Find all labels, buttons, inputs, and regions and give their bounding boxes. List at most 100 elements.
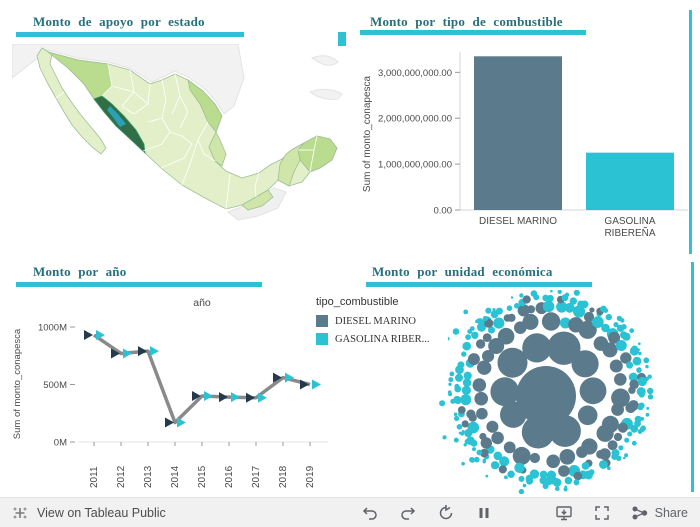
bubble[interactable] bbox=[559, 449, 576, 465]
bubble[interactable] bbox=[647, 387, 654, 395]
bubble[interactable] bbox=[454, 383, 460, 389]
bubble[interactable] bbox=[448, 377, 454, 383]
bubble[interactable] bbox=[493, 451, 503, 461]
bubble[interactable] bbox=[630, 424, 639, 433]
bubble[interactable] bbox=[580, 300, 589, 309]
bubble[interactable] bbox=[458, 431, 462, 435]
bar-gasolina-ribereña[interactable] bbox=[586, 152, 674, 210]
bubble[interactable] bbox=[611, 388, 630, 408]
bubble[interactable] bbox=[637, 342, 641, 346]
bubble[interactable] bbox=[454, 415, 460, 421]
year-line-chart[interactable]: año Sum of monto_conapesca 0M 500M 1000M 2011… bbox=[8, 292, 352, 492]
bubble[interactable] bbox=[646, 406, 650, 410]
marker-gasolina[interactable] bbox=[150, 346, 159, 357]
bubble[interactable] bbox=[549, 415, 581, 447]
selected-state-highlight[interactable] bbox=[107, 106, 126, 127]
bubble[interactable] bbox=[503, 441, 516, 454]
bubble[interactable] bbox=[525, 474, 533, 483]
state-baja-california[interactable] bbox=[36, 47, 107, 155]
unit-bubble-chart[interactable] bbox=[358, 290, 696, 494]
marker-diesel[interactable] bbox=[84, 330, 93, 341]
bubble[interactable] bbox=[647, 394, 654, 400]
bubble[interactable] bbox=[643, 357, 650, 364]
fullscreen-icon[interactable] bbox=[593, 504, 611, 522]
bubble[interactable] bbox=[645, 364, 649, 369]
bubble[interactable] bbox=[626, 361, 634, 369]
bubble[interactable] bbox=[608, 331, 621, 344]
bubble[interactable] bbox=[613, 322, 619, 328]
redo-icon[interactable] bbox=[399, 504, 417, 522]
bubble[interactable] bbox=[442, 435, 447, 440]
bubble[interactable] bbox=[616, 315, 623, 322]
bubble[interactable] bbox=[484, 318, 494, 328]
bubble[interactable] bbox=[616, 455, 622, 461]
marker-diesel[interactable] bbox=[138, 346, 147, 357]
bubble[interactable] bbox=[522, 313, 539, 330]
bubble[interactable] bbox=[474, 456, 480, 463]
bubble[interactable] bbox=[472, 378, 487, 392]
state-veracruz[interactable] bbox=[208, 131, 227, 167]
state-campeche[interactable] bbox=[277, 142, 305, 187]
bubble[interactable] bbox=[539, 470, 548, 479]
bubble[interactable] bbox=[629, 346, 639, 356]
bubble[interactable] bbox=[464, 429, 473, 438]
bubble[interactable] bbox=[640, 417, 645, 421]
bubble[interactable] bbox=[521, 415, 555, 449]
bubble[interactable] bbox=[526, 305, 536, 314]
bubble[interactable] bbox=[514, 462, 525, 473]
bubble[interactable] bbox=[500, 401, 527, 428]
bubble[interactable] bbox=[564, 292, 570, 297]
bubble[interactable] bbox=[493, 317, 505, 329]
bubble[interactable] bbox=[495, 307, 503, 315]
bubble[interactable] bbox=[576, 446, 588, 458]
bubble[interactable] bbox=[557, 290, 562, 294]
marker-diesel[interactable] bbox=[300, 379, 309, 390]
bubble[interactable] bbox=[456, 424, 463, 430]
bubble[interactable] bbox=[529, 452, 540, 464]
bubble[interactable] bbox=[564, 485, 568, 489]
marker-diesel[interactable] bbox=[246, 392, 255, 403]
bubble[interactable] bbox=[620, 352, 632, 364]
bubble[interactable] bbox=[605, 313, 612, 321]
bubble[interactable] bbox=[475, 339, 486, 349]
bubble[interactable] bbox=[448, 392, 453, 397]
bubble[interactable] bbox=[564, 302, 575, 313]
marker-gasolina[interactable] bbox=[123, 348, 132, 359]
bubble[interactable] bbox=[636, 348, 640, 352]
bubble[interactable] bbox=[631, 440, 637, 446]
bubble[interactable] bbox=[453, 437, 459, 443]
bubble[interactable] bbox=[618, 445, 624, 451]
bubble[interactable] bbox=[491, 431, 504, 445]
marker-gasolina[interactable] bbox=[285, 372, 294, 383]
bubble[interactable] bbox=[627, 431, 633, 437]
bubble[interactable] bbox=[589, 307, 595, 313]
bubble[interactable] bbox=[522, 483, 527, 488]
bubble[interactable] bbox=[563, 487, 568, 492]
bubble[interactable] bbox=[439, 400, 446, 407]
bubble[interactable] bbox=[477, 360, 492, 375]
bubble[interactable] bbox=[457, 406, 466, 414]
bubble[interactable] bbox=[607, 466, 611, 470]
bubble[interactable] bbox=[596, 424, 614, 442]
bubble[interactable] bbox=[463, 371, 472, 380]
bubble[interactable] bbox=[469, 326, 475, 331]
bubble[interactable] bbox=[465, 334, 471, 340]
bubble[interactable] bbox=[625, 402, 636, 414]
bubble[interactable] bbox=[452, 328, 460, 335]
bubble[interactable] bbox=[564, 476, 573, 485]
bubble[interactable] bbox=[622, 332, 631, 341]
bubble[interactable] bbox=[466, 409, 476, 419]
bubble[interactable] bbox=[628, 386, 636, 394]
mexico-choropleth-map[interactable] bbox=[12, 44, 348, 248]
bubble[interactable] bbox=[636, 367, 642, 373]
bubble[interactable] bbox=[611, 403, 624, 416]
reset-icon[interactable] bbox=[437, 504, 455, 522]
bubble[interactable] bbox=[607, 440, 618, 451]
bubble[interactable] bbox=[559, 317, 571, 329]
bubble[interactable] bbox=[522, 295, 531, 304]
bubble[interactable] bbox=[547, 331, 581, 365]
marker-gasolina[interactable] bbox=[231, 392, 240, 403]
marker-diesel[interactable] bbox=[273, 372, 282, 383]
bubble[interactable] bbox=[510, 296, 514, 299]
bubble[interactable] bbox=[449, 371, 455, 377]
